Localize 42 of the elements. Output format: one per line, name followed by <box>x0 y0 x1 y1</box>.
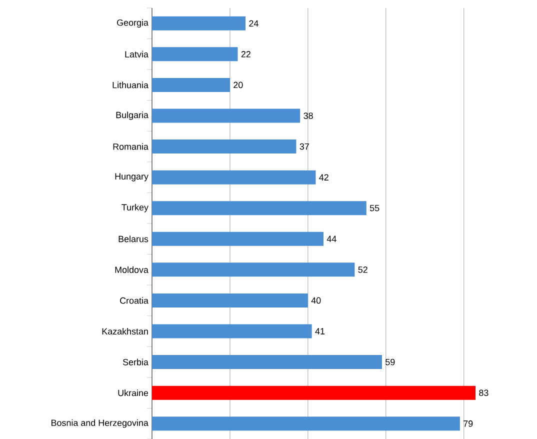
bar <box>152 386 476 400</box>
bar <box>152 355 382 370</box>
y-tick-label: Moldova <box>115 266 148 273</box>
data-label: 42 <box>319 174 328 180</box>
data-label: 22 <box>241 51 250 58</box>
data-label: 41 <box>315 328 325 334</box>
data-label: 44 <box>326 236 336 242</box>
bar <box>152 78 230 92</box>
data-label: 52 <box>358 266 368 273</box>
data-label: 20 <box>234 82 243 88</box>
bar <box>152 416 460 431</box>
y-tick-label: Ukraine <box>118 390 148 396</box>
y-tick-label: Turkey <box>122 204 148 212</box>
y-tick-label: Latvia <box>125 50 148 58</box>
data-label: 83 <box>479 390 488 396</box>
bar <box>152 16 246 30</box>
data-label: 79 <box>464 420 473 427</box>
bar <box>152 108 300 123</box>
y-tick-label: Serbia <box>122 358 148 366</box>
data-label: 38 <box>304 112 313 119</box>
bar <box>152 324 312 338</box>
data-label: 40 <box>311 297 321 304</box>
bar <box>152 170 316 184</box>
data-label: 37 <box>300 143 309 150</box>
y-tick-label: Belarus <box>118 236 148 242</box>
bar <box>152 232 324 246</box>
bar <box>152 47 238 62</box>
y-tick-label: Georgia <box>117 19 148 28</box>
data-label: 24 <box>249 20 258 27</box>
data-label: 55 <box>370 204 380 212</box>
y-tick-label: Hungary <box>115 173 148 182</box>
y-tick-label: Lithuania <box>112 82 148 88</box>
y-tick-label: Bulgaria <box>116 112 148 120</box>
bar <box>152 293 308 308</box>
bar <box>152 140 296 154</box>
y-tick-label: Kazakhstan <box>102 328 148 335</box>
data-label: 59 <box>386 358 395 366</box>
y-tick-label: Bosnia and Herzegovina <box>52 419 148 428</box>
bar <box>152 262 355 277</box>
y-tick-label: Croatia <box>120 297 148 304</box>
y-tick-label: Romania <box>113 143 148 150</box>
bar <box>152 201 366 216</box>
